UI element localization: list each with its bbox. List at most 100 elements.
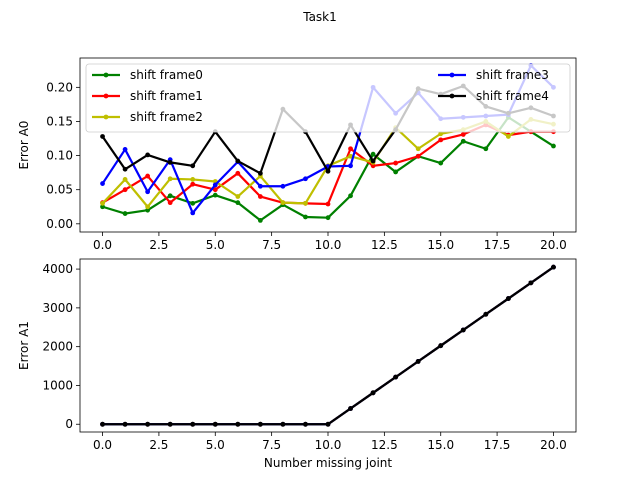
data-point	[551, 143, 556, 149]
data-point	[438, 160, 444, 166]
legend-box	[85, 63, 571, 133]
data-point	[190, 200, 196, 206]
x-tick-label: 12.5	[371, 238, 398, 252]
data-point	[348, 193, 353, 199]
data-point	[483, 311, 489, 317]
data-point	[370, 390, 376, 396]
chart-bottom: 0.0 2.5 5.0 7.5 10.0 12.5 15.0 17.5 20.0 0 1000 200…	[17, 258, 577, 470]
data-point	[235, 194, 241, 199]
data-point	[460, 132, 466, 137]
x-tick-label: 0.0	[93, 238, 112, 252]
data-point	[438, 343, 444, 349]
data-point	[235, 200, 241, 206]
x-tick-label: 20.0	[540, 438, 567, 452]
data-point	[348, 153, 353, 159]
data-point	[212, 192, 218, 198]
axes-frame	[79, 57, 577, 233]
data-point	[122, 187, 128, 193]
data-point	[235, 170, 241, 176]
y-tick-label: 0	[65, 417, 73, 431]
x-tick-label: 2.5	[149, 438, 168, 452]
data-point	[167, 193, 173, 199]
data-point	[325, 201, 331, 207]
data-point	[100, 421, 105, 427]
data-point	[257, 170, 263, 176]
legend-label: shift frame4	[476, 89, 549, 103]
data-point	[145, 204, 151, 210]
data-point	[100, 134, 105, 139]
data-point	[145, 421, 151, 427]
data-point	[438, 131, 444, 137]
data-point	[415, 146, 421, 152]
data-point	[145, 152, 151, 158]
legend-label: shift frame2	[130, 110, 203, 124]
legend-label: shift frame1	[130, 89, 203, 103]
x-tick-label: 17.5	[484, 238, 511, 252]
data-point	[370, 158, 376, 164]
x-tick-label: 15.0	[427, 438, 454, 452]
data-point	[257, 194, 263, 199]
data-point	[122, 177, 128, 182]
y-tick-label: 0.15	[46, 114, 73, 128]
data-point	[460, 138, 466, 144]
data-point	[235, 421, 241, 427]
y-tick-label: 0.20	[46, 80, 73, 94]
series-line-shift-frame3	[102, 266, 555, 426]
data-point	[551, 264, 556, 270]
data-point	[348, 163, 353, 169]
y-tick-label: 3000	[42, 301, 73, 315]
x-axis-label: Number missing joint	[264, 456, 393, 470]
data-point	[122, 421, 128, 427]
data-point	[167, 160, 173, 165]
data-point	[122, 147, 128, 152]
x-tick-label: 10.0	[315, 438, 342, 452]
data-point	[190, 181, 196, 187]
data-point	[190, 163, 196, 169]
legend-marker	[103, 72, 109, 78]
y-tick-label: 0.00	[46, 217, 73, 231]
data-point	[415, 153, 421, 159]
chart-top: 0.0 2.5 5.0 7.5 10.0 12.5 15.0 17.5 20.0 0.00 0.05…	[17, 57, 577, 252]
data-point	[303, 214, 308, 220]
data-point	[257, 218, 263, 223]
x-tick-label: 2.5	[149, 238, 168, 252]
data-point	[348, 406, 353, 411]
data-point	[145, 173, 151, 179]
data-point	[303, 200, 308, 206]
x-tick-label: 12.5	[371, 438, 398, 452]
legend-label: shift frame3	[476, 68, 549, 82]
data-point	[235, 158, 241, 164]
x-tick-label: 15.0	[427, 238, 454, 252]
series-line-shift-frame4	[102, 266, 555, 426]
data-point	[370, 151, 376, 157]
data-point	[325, 168, 331, 174]
data-point	[257, 421, 263, 427]
data-point	[460, 327, 466, 333]
legend-marker	[449, 72, 455, 78]
x-tick-label: 20.0	[540, 238, 567, 252]
data-point	[145, 189, 151, 195]
data-point	[257, 183, 263, 189]
data-point	[122, 211, 128, 216]
y-axis-label: Error A0	[17, 121, 31, 170]
y-tick-label: 0.10	[46, 149, 73, 163]
legend-marker	[103, 93, 109, 99]
data-point	[370, 163, 376, 169]
data-point	[325, 421, 331, 427]
figure-title: Task1	[302, 10, 337, 24]
data-point	[190, 177, 196, 182]
data-point	[100, 204, 105, 210]
y-axis-label: Error A1	[17, 321, 31, 370]
data-point	[280, 183, 286, 189]
data-point	[483, 146, 489, 152]
series-line-shift-frame0	[102, 266, 555, 426]
x-tick-label: 0.0	[93, 438, 112, 452]
y-tick-label: 2000	[42, 340, 73, 354]
data-point	[393, 169, 399, 175]
x-tick-label: 5.0	[206, 438, 225, 452]
data-point	[393, 160, 399, 166]
data-point	[505, 296, 511, 301]
data-point	[415, 359, 421, 364]
data-point	[167, 421, 173, 427]
